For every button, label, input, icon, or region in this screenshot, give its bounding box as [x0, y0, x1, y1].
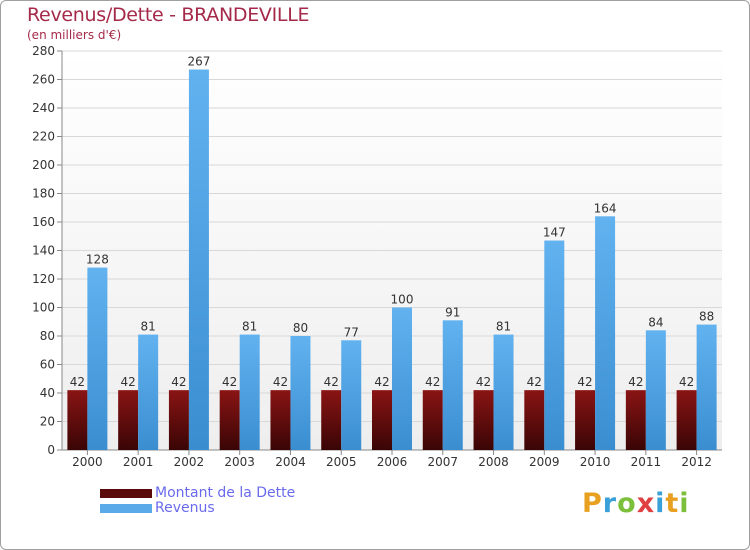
- debt-bar-value-label: 42: [628, 375, 643, 389]
- revenue-bar: [290, 336, 311, 450]
- debt-bar-value-label: 42: [273, 375, 288, 389]
- proxiti-logo: Proxiti: [582, 488, 690, 519]
- x-tick-label: 2004: [275, 455, 306, 469]
- revenue-bar-value-label: 147: [543, 226, 566, 240]
- logo-letter: x: [636, 488, 656, 519]
- revenue-bar-value-label: 128: [86, 253, 109, 267]
- logo-letter: t: [665, 488, 680, 519]
- x-tick-label: 2008: [478, 455, 509, 469]
- y-tick-label: 240: [32, 101, 55, 115]
- x-tick-label: 2000: [72, 455, 103, 469]
- logo-letter: i: [655, 488, 666, 519]
- debt-bar: [524, 390, 545, 450]
- debt-bar-value-label: 42: [324, 375, 339, 389]
- revenue-bar: [645, 330, 666, 450]
- y-tick-label: 60: [40, 358, 55, 372]
- x-tick-label: 2009: [529, 455, 560, 469]
- revenue-bar: [493, 334, 514, 450]
- revenue-bar: [595, 216, 616, 450]
- y-tick-label: 260: [32, 73, 55, 87]
- revenue-bar-value-label: 267: [187, 55, 210, 69]
- revenue-bar: [392, 307, 412, 450]
- debt-bar: [168, 390, 189, 450]
- revenue-bar: [239, 334, 260, 450]
- legend-swatch-revenue: [100, 504, 152, 513]
- debt-bar-value-label: 42: [577, 375, 592, 389]
- y-tick-label: 140: [32, 244, 55, 258]
- y-tick-label: 80: [40, 329, 55, 343]
- debt-bar-value-label: 42: [527, 375, 542, 389]
- revenue-bar: [544, 240, 565, 450]
- y-tick-label: 120: [32, 272, 55, 286]
- y-tick-label: 220: [32, 130, 55, 144]
- revenue-bar-value-label: 80: [293, 321, 308, 335]
- revenue-bar: [341, 340, 362, 450]
- debt-bar: [625, 390, 646, 450]
- revenue-bar: [188, 69, 209, 451]
- x-tick-label: 2003: [224, 455, 255, 469]
- y-tick-label: 280: [32, 44, 55, 58]
- revenue-bar-value-label: 164: [594, 201, 617, 215]
- revenue-bar-value-label: 81: [496, 320, 511, 334]
- debt-bar-value-label: 42: [476, 375, 491, 389]
- revenue-bar-value-label: 81: [141, 320, 156, 334]
- x-tick-label: 2001: [123, 455, 154, 469]
- debt-bar-value-label: 42: [70, 375, 85, 389]
- y-tick-label: 40: [40, 386, 55, 400]
- revenue-bar-value-label: 100: [391, 293, 414, 307]
- debt-bar: [270, 390, 291, 450]
- debt-bar-value-label: 42: [679, 375, 694, 389]
- revenue-bar: [442, 320, 463, 450]
- x-tick-label: 2002: [174, 455, 205, 469]
- legend-label-debt: Montant de la Dette: [155, 485, 296, 501]
- legend-swatch-debt: [100, 489, 152, 498]
- y-tick-label: 100: [32, 301, 55, 315]
- debt-bar-value-label: 42: [171, 375, 186, 389]
- revenue-bar: [87, 267, 108, 450]
- revenue-bar: [138, 334, 159, 450]
- debt-bar: [575, 390, 596, 450]
- debt-bar-value-label: 42: [374, 375, 389, 389]
- revenue-bar: [696, 324, 717, 450]
- debt-bar: [321, 390, 342, 450]
- chart-title: Revenus/Dette - BRANDEVILLE: [27, 4, 310, 26]
- x-tick-label: 2006: [377, 455, 408, 469]
- x-tick-label: 2011: [631, 455, 662, 469]
- y-tick-label: 160: [32, 215, 55, 229]
- x-tick-label: 2012: [681, 455, 712, 469]
- revenue-bar-value-label: 81: [242, 320, 257, 334]
- x-tick-label: 2005: [326, 455, 357, 469]
- debt-bar-value-label: 42: [222, 375, 237, 389]
- debt-bar: [473, 390, 494, 450]
- debt-bar: [372, 390, 392, 450]
- x-tick-label: 2010: [580, 455, 611, 469]
- y-tick-label: 20: [40, 415, 55, 429]
- legend-label-revenue: Revenus: [155, 500, 215, 516]
- debt-bar: [422, 390, 443, 450]
- logo-letter: r: [602, 488, 618, 519]
- debt-bar: [118, 390, 139, 450]
- y-tick-label: 0: [47, 443, 55, 457]
- revenue-bar-value-label: 77: [344, 325, 359, 339]
- chart-subtitle: (en milliers d'€): [27, 28, 122, 42]
- revenue-bar-value-label: 84: [648, 315, 663, 329]
- revenue-bar-value-label: 91: [445, 305, 460, 319]
- x-tick-label: 2007: [427, 455, 458, 469]
- debt-bar: [67, 390, 88, 450]
- y-tick-label: 200: [32, 158, 55, 172]
- revenue-bar-value-label: 88: [699, 310, 714, 324]
- logo-letter: P: [582, 488, 603, 519]
- debt-bar: [219, 390, 240, 450]
- logo-letter: i: [679, 488, 690, 519]
- debt-bar-value-label: 42: [425, 375, 440, 389]
- logo-letter: o: [617, 488, 637, 519]
- debt-bar-value-label: 42: [121, 375, 136, 389]
- y-tick-label: 180: [32, 187, 55, 201]
- debt-bar: [676, 390, 697, 450]
